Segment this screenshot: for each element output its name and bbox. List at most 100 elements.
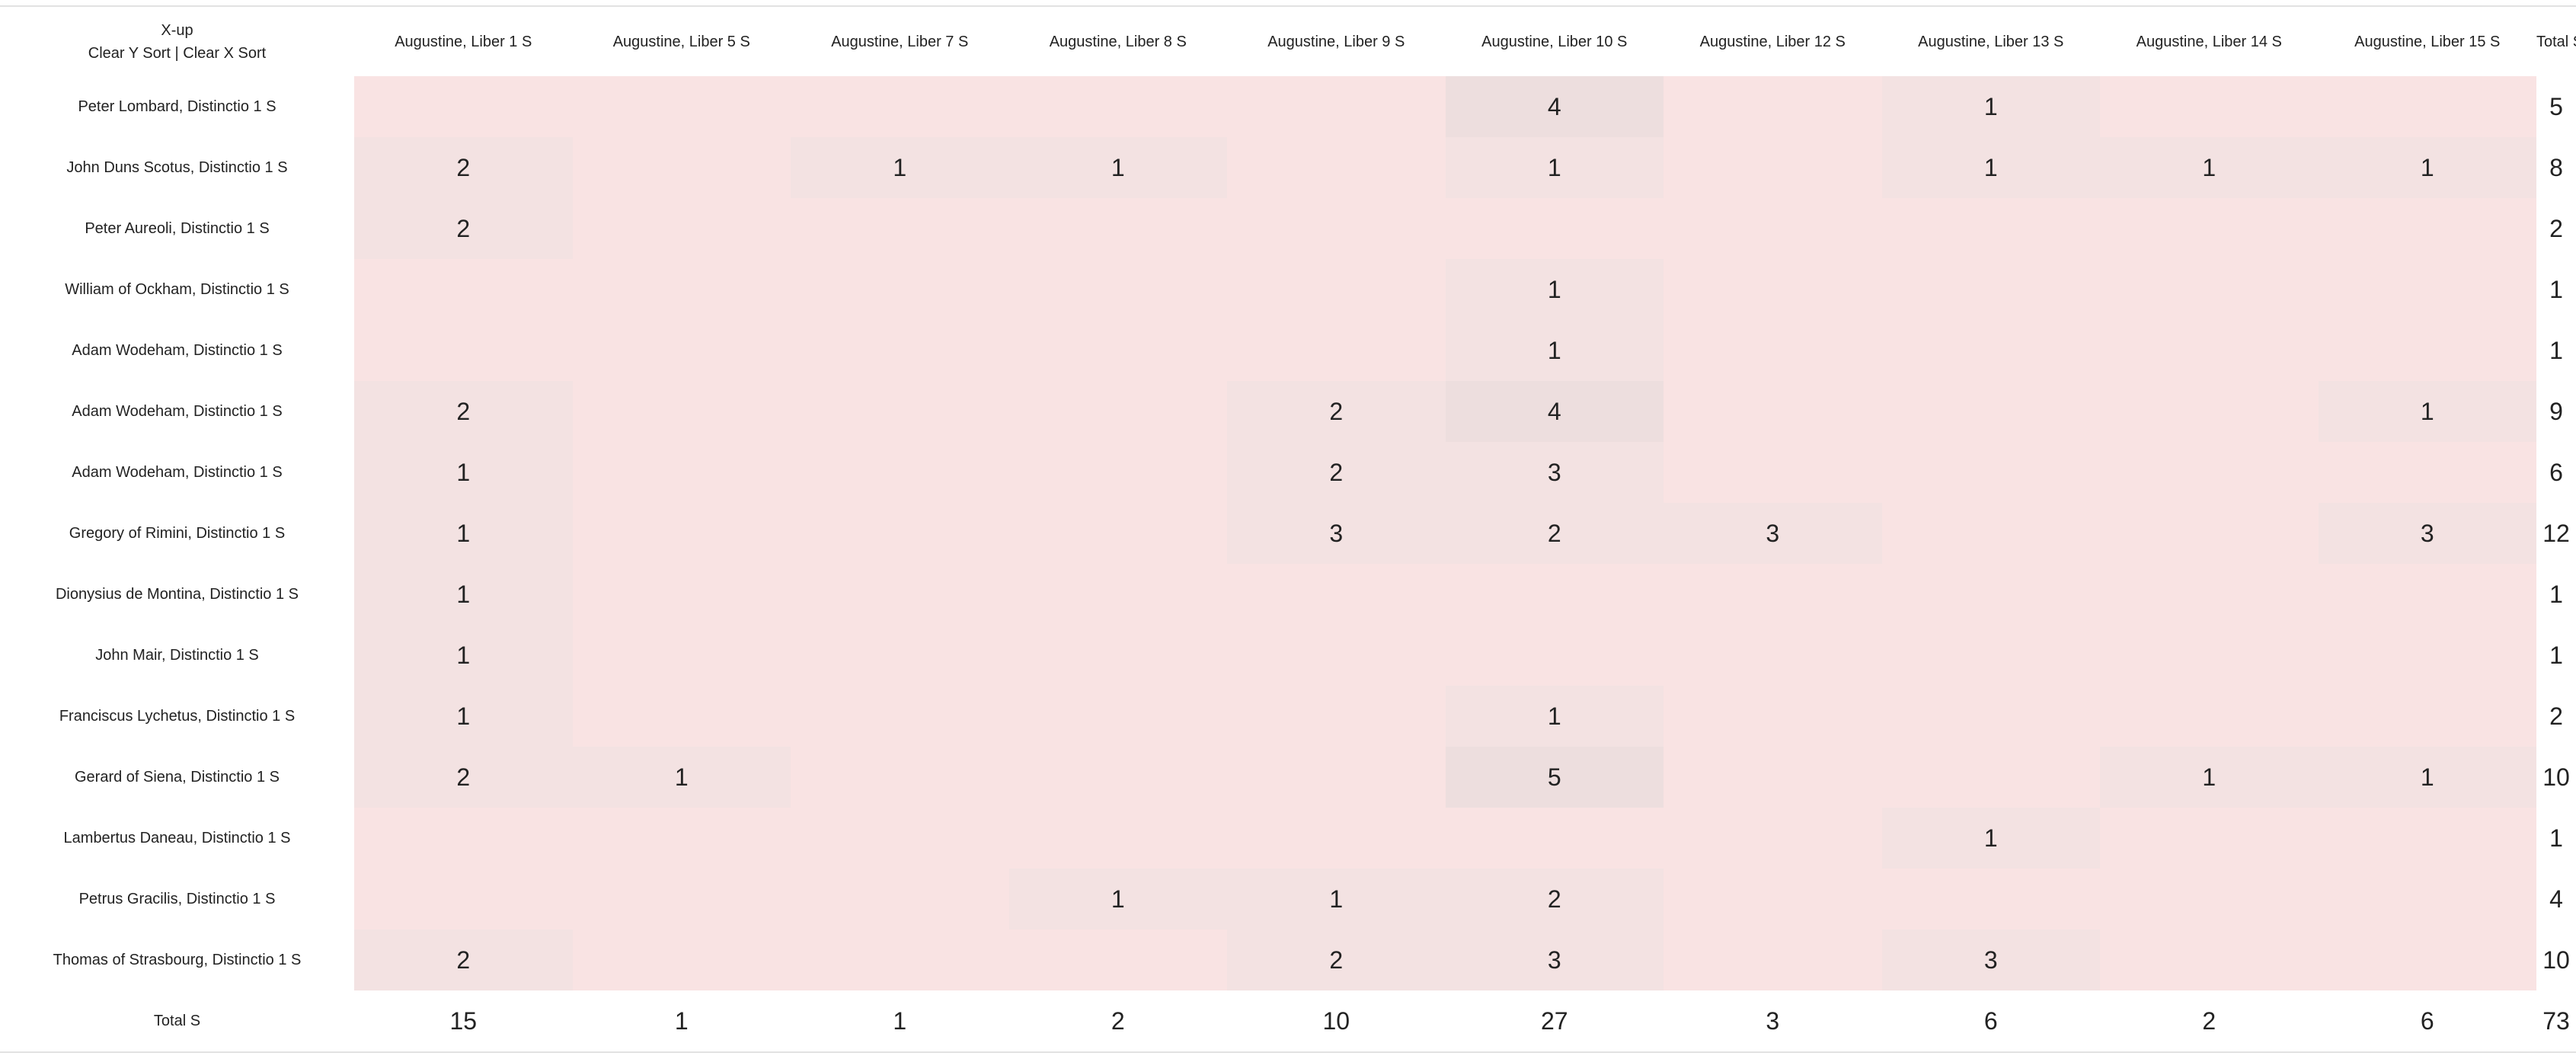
matrix-cell[interactable] — [572, 564, 791, 625]
matrix-cell[interactable] — [572, 381, 791, 442]
matrix-cell[interactable] — [354, 869, 573, 930]
matrix-cell[interactable] — [791, 320, 1009, 381]
matrix-cell[interactable] — [1664, 686, 1882, 747]
matrix-cell[interactable] — [2100, 930, 2319, 990]
matrix-cell[interactable]: 1 — [572, 747, 791, 808]
matrix-cell[interactable]: 1 — [1445, 320, 1664, 381]
matrix-cell[interactable] — [1008, 442, 1227, 503]
matrix-cell[interactable] — [791, 930, 1009, 990]
row-header[interactable]: Gerard of Siena, Distinctio 1 S — [74, 768, 280, 786]
matrix-cell[interactable] — [1008, 381, 1227, 442]
matrix-cell[interactable] — [2318, 686, 2536, 747]
matrix-cell[interactable] — [1227, 320, 1446, 381]
matrix-cell[interactable]: 2 — [1227, 442, 1446, 503]
matrix-cell[interactable] — [1664, 747, 1882, 808]
column-header[interactable]: Augustine, Liber 12 S — [1699, 33, 1846, 50]
matrix-cell[interactable]: 2 — [354, 930, 573, 990]
matrix-cell[interactable] — [1664, 381, 1882, 442]
row-header[interactable]: Adam Wodeham, Distinctio 1 S — [72, 402, 283, 420]
matrix-cell[interactable] — [354, 808, 573, 869]
matrix-cell[interactable] — [791, 259, 1009, 320]
column-header[interactable]: Augustine, Liber 14 S — [2136, 33, 2282, 50]
column-header[interactable]: Augustine, Liber 9 S — [1267, 33, 1405, 50]
matrix-cell[interactable] — [1664, 198, 1882, 259]
matrix-cell[interactable] — [1227, 747, 1446, 808]
matrix-cell[interactable] — [572, 503, 791, 564]
matrix-cell[interactable] — [1881, 625, 2100, 686]
matrix-cell[interactable] — [1881, 747, 2100, 808]
matrix-cell[interactable] — [572, 808, 791, 869]
matrix-cell[interactable] — [2318, 869, 2536, 930]
matrix-cell[interactable]: 1 — [1008, 869, 1227, 930]
row-header[interactable]: Adam Wodeham, Distinctio 1 S — [72, 341, 283, 359]
matrix-cell[interactable] — [791, 442, 1009, 503]
matrix-cell[interactable] — [572, 259, 791, 320]
matrix-cell[interactable] — [572, 442, 791, 503]
matrix-cell[interactable] — [1008, 259, 1227, 320]
matrix-cell[interactable] — [572, 930, 791, 990]
matrix-cell[interactable] — [1881, 198, 2100, 259]
matrix-cell[interactable] — [354, 259, 573, 320]
matrix-cell[interactable] — [1881, 259, 2100, 320]
column-header[interactable]: Augustine, Liber 10 S — [1481, 33, 1628, 50]
matrix-cell[interactable]: 1 — [1008, 137, 1227, 198]
matrix-cell[interactable]: 3 — [1664, 503, 1882, 564]
matrix-cell[interactable]: 1 — [2100, 747, 2319, 808]
matrix-cell[interactable] — [2318, 808, 2536, 869]
matrix-cell[interactable] — [2318, 76, 2536, 137]
matrix-cell[interactable] — [1227, 137, 1446, 198]
row-header[interactable]: Dionysius de Montina, Distinctio 1 S — [55, 585, 299, 603]
matrix-cell[interactable] — [1664, 625, 1882, 686]
row-header[interactable]: William of Ockham, Distinctio 1 S — [65, 280, 289, 298]
matrix-cell[interactable] — [572, 625, 791, 686]
row-header[interactable]: Peter Aureoli, Distinctio 1 S — [85, 219, 270, 237]
matrix-cell[interactable] — [1227, 686, 1446, 747]
matrix-cell[interactable]: 1 — [2318, 747, 2536, 808]
matrix-cell[interactable] — [572, 320, 791, 381]
matrix-cell[interactable]: 3 — [1445, 930, 1664, 990]
matrix-cell[interactable] — [1445, 198, 1664, 259]
matrix-cell[interactable]: 1 — [1881, 808, 2100, 869]
matrix-cell[interactable] — [2100, 625, 2319, 686]
matrix-cell[interactable] — [572, 76, 791, 137]
matrix-cell[interactable] — [791, 503, 1009, 564]
matrix-cell[interactable] — [1008, 747, 1227, 808]
matrix-cell[interactable]: 1 — [354, 625, 573, 686]
matrix-cell[interactable] — [1008, 320, 1227, 381]
matrix-cell[interactable] — [1227, 76, 1446, 137]
matrix-cell[interactable] — [1664, 259, 1882, 320]
clear-y-sort-link[interactable]: Clear Y Sort — [88, 45, 171, 62]
matrix-cell[interactable] — [1881, 381, 2100, 442]
matrix-cell[interactable] — [1008, 808, 1227, 869]
matrix-cell[interactable] — [1445, 808, 1664, 869]
matrix-cell[interactable] — [1227, 259, 1446, 320]
matrix-cell[interactable]: 4 — [1445, 76, 1664, 137]
matrix-cell[interactable] — [1227, 808, 1446, 869]
matrix-cell[interactable] — [1008, 686, 1227, 747]
matrix-cell[interactable] — [2100, 381, 2319, 442]
matrix-cell[interactable] — [1227, 625, 1446, 686]
matrix-cell[interactable] — [2100, 869, 2319, 930]
matrix-cell[interactable] — [1664, 442, 1882, 503]
row-header[interactable]: Peter Lombard, Distinctio 1 S — [78, 98, 276, 115]
row-header[interactable]: Gregory of Rimini, Distinctio 1 S — [69, 524, 286, 542]
clear-x-sort-link[interactable]: Clear X Sort — [183, 45, 267, 62]
matrix-cell[interactable] — [1664, 76, 1882, 137]
matrix-cell[interactable]: 1 — [2318, 137, 2536, 198]
matrix-cell[interactable]: 3 — [2318, 503, 2536, 564]
matrix-cell[interactable] — [572, 198, 791, 259]
matrix-cell[interactable] — [2100, 76, 2319, 137]
matrix-cell[interactable] — [1664, 320, 1882, 381]
matrix-cell[interactable]: 1 — [354, 686, 573, 747]
row-header[interactable]: Thomas of Strasbourg, Distinctio 1 S — [53, 951, 302, 968]
matrix-cell[interactable] — [791, 76, 1009, 137]
matrix-cell[interactable] — [791, 625, 1009, 686]
matrix-cell[interactable] — [2318, 198, 2536, 259]
matrix-cell[interactable] — [2318, 259, 2536, 320]
matrix-cell[interactable]: 1 — [1881, 76, 2100, 137]
matrix-cell[interactable]: 1 — [354, 564, 573, 625]
matrix-cell[interactable] — [2100, 320, 2319, 381]
matrix-cell[interactable]: 2 — [1227, 930, 1446, 990]
matrix-cell[interactable]: 2 — [1445, 503, 1664, 564]
matrix-cell[interactable] — [1664, 137, 1882, 198]
